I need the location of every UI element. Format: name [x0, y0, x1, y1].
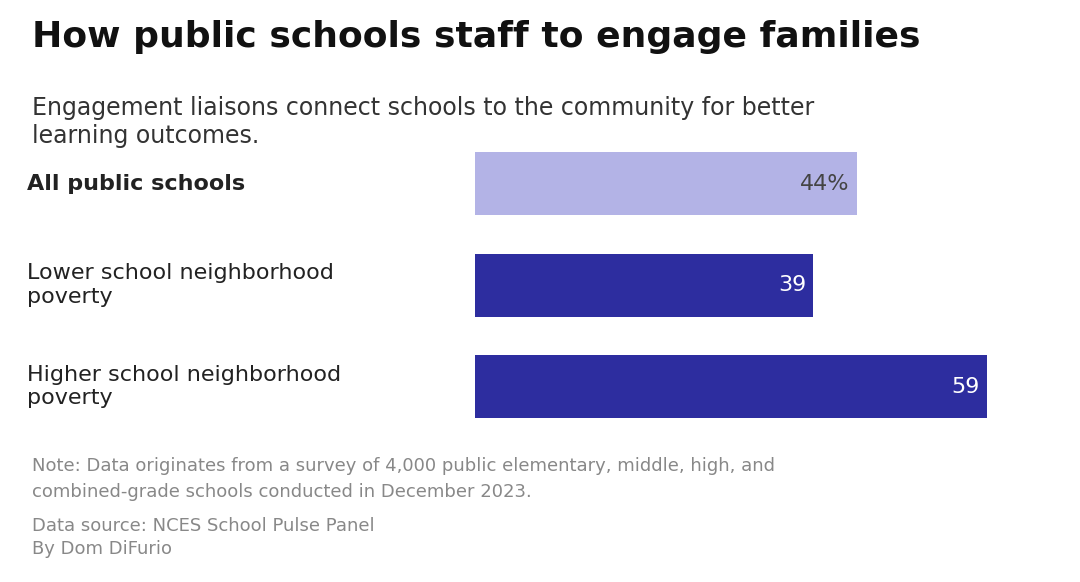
Text: By Dom DiFurio: By Dom DiFurio [32, 540, 173, 558]
Text: All public schools: All public schools [27, 173, 245, 194]
Text: 44%: 44% [800, 173, 850, 194]
Text: 59: 59 [951, 377, 980, 396]
Text: Higher school neighborhood
poverty: Higher school neighborhood poverty [27, 365, 341, 408]
Text: Engagement liaisons connect schools to the community for better
learning outcome: Engagement liaisons connect schools to t… [32, 96, 814, 148]
Text: Note: Data originates from a survey of 4,000 public elementary, middle, high, an: Note: Data originates from a survey of 4… [32, 457, 775, 475]
Text: Data source: NCES School Pulse Panel: Data source: NCES School Pulse Panel [32, 517, 375, 535]
Text: How public schools staff to engage families: How public schools staff to engage famil… [32, 20, 921, 54]
Text: combined-grade schools conducted in December 2023.: combined-grade schools conducted in Dece… [32, 483, 532, 501]
Text: 39: 39 [779, 275, 807, 295]
Text: Lower school neighborhood
poverty: Lower school neighborhood poverty [27, 264, 334, 307]
Bar [475, 254, 813, 317]
Bar [475, 355, 987, 418]
Bar [475, 152, 856, 215]
